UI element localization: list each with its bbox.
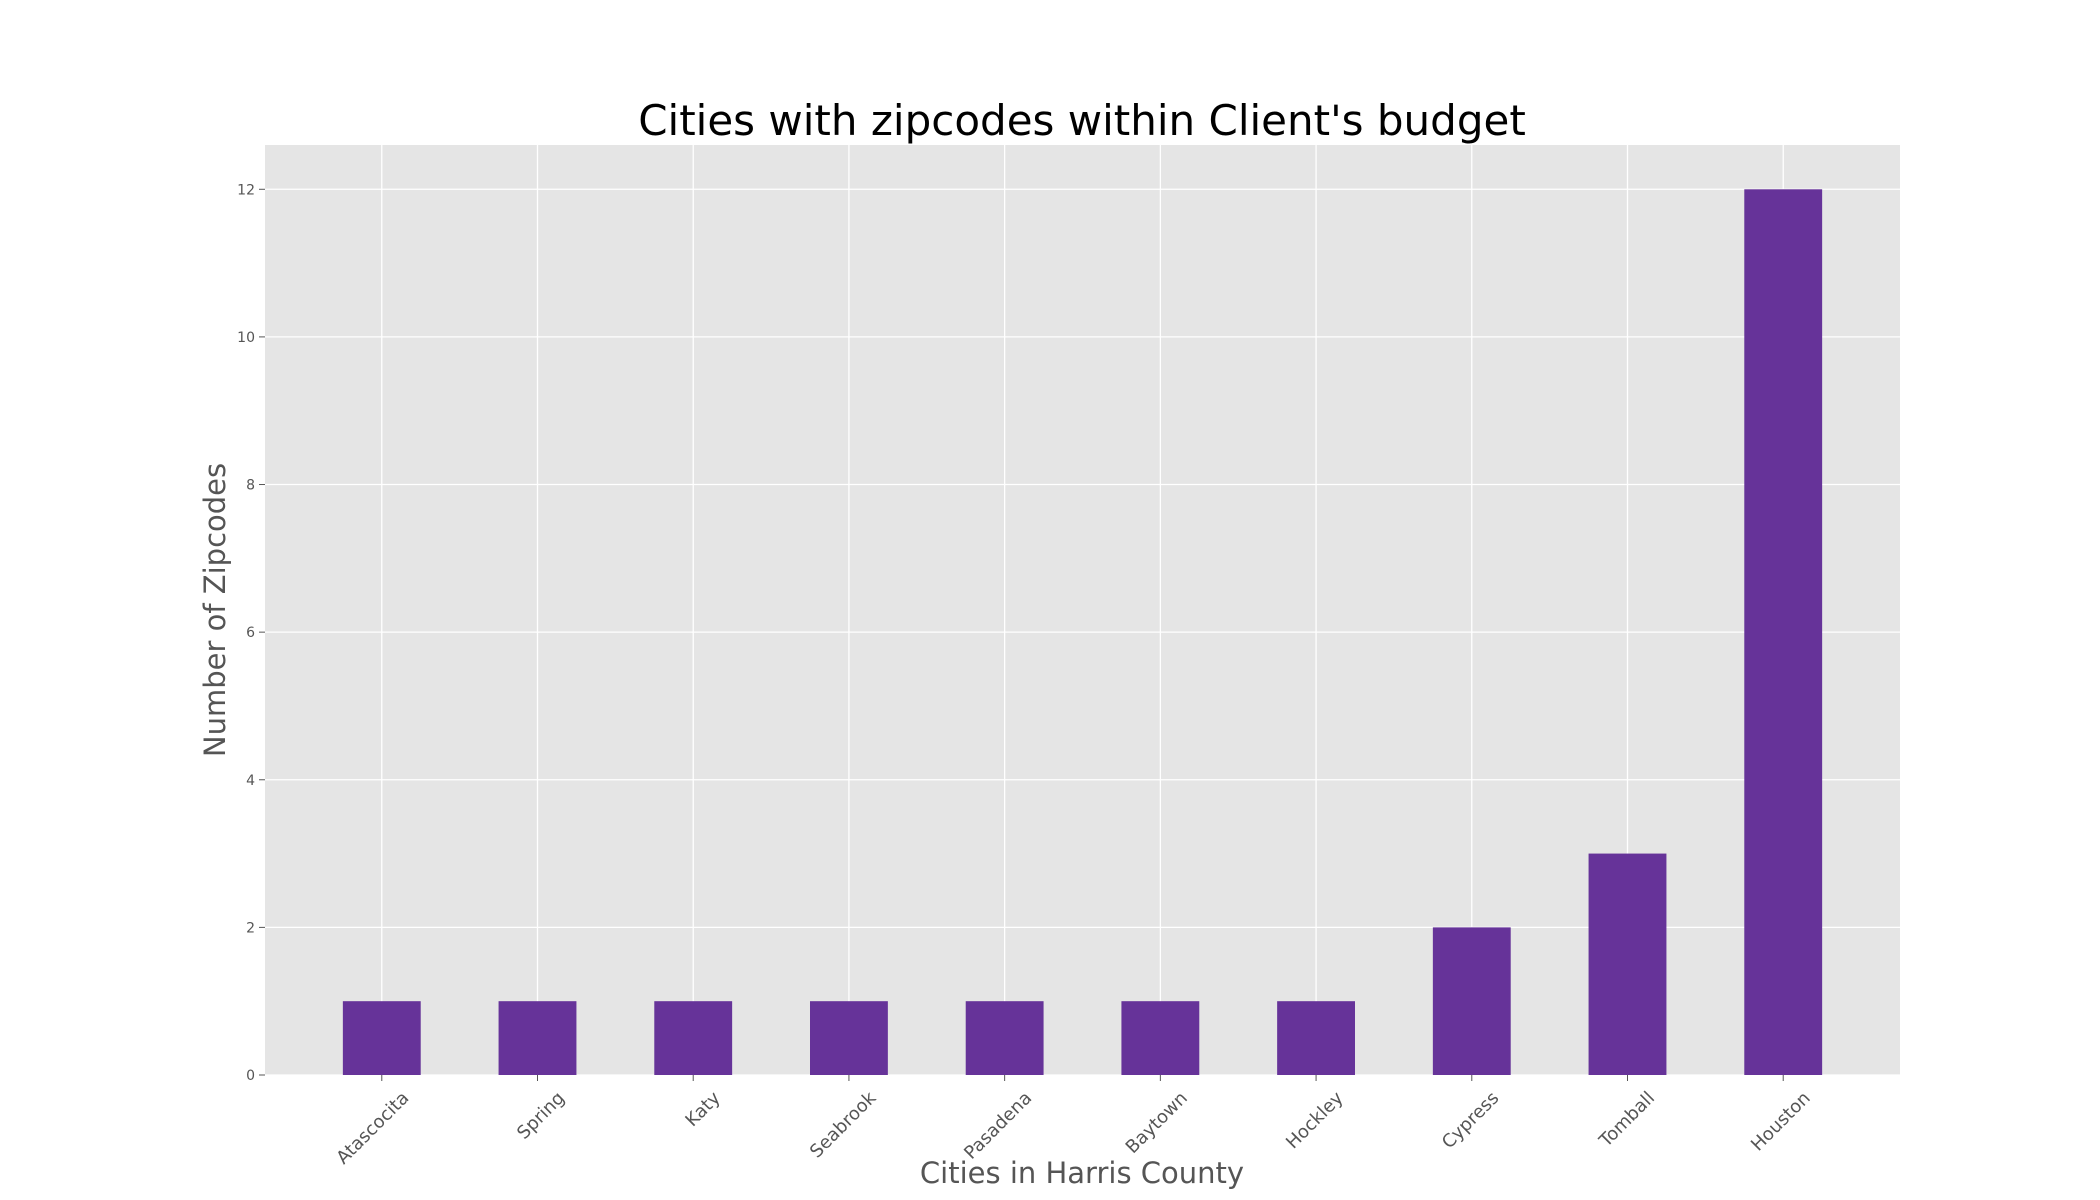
bars: [342, 189, 1823, 1076]
bar-baytown: [1121, 1001, 1200, 1075]
x-axis-label: Cities in Harris County: [920, 1156, 1244, 1190]
x-tick-label: Atascocita: [332, 1088, 413, 1169]
x-tick-label: Baytown: [1122, 1088, 1192, 1158]
bar-cypress: [1432, 927, 1511, 1075]
bar-katy: [654, 1001, 733, 1075]
grid-lines: [265, 145, 1900, 1076]
x-tick-label: Hockley: [1282, 1087, 1348, 1153]
y-tick-label: 6: [246, 625, 255, 641]
y-tick-label: 2: [246, 920, 255, 936]
y-tick-label: 0: [246, 1068, 255, 1084]
y-tick-label: 8: [246, 478, 255, 494]
x-tick-label: Cypress: [1438, 1088, 1503, 1153]
x-tick-label: Tomball: [1595, 1088, 1659, 1152]
x-tick-label: Seabrook: [806, 1087, 881, 1162]
x-tick-label: Pasadena: [960, 1088, 1036, 1164]
bar-seabrook: [810, 1001, 888, 1075]
y-tick-label: 10: [237, 330, 255, 346]
x-tick-label: Katy: [681, 1087, 725, 1131]
y-axis-ticks: 0 2 4 6 8 10 12: [237, 182, 265, 1084]
chart-title: Cities with zipcodes within Client's bud…: [638, 96, 1526, 145]
bar-houston: [1744, 189, 1823, 1076]
x-axis-ticks: Atascocita Spring Katy Seabrook Pasadena Bayt…: [332, 1075, 1815, 1169]
bar-pasadena: [965, 1001, 1044, 1075]
bar-tomball: [1588, 853, 1667, 1075]
y-tick-label: 4: [246, 773, 255, 789]
bar-hockley: [1277, 1001, 1355, 1075]
x-tick-label: Houston: [1747, 1088, 1815, 1156]
y-axis-label: Number of Zipcodes: [198, 463, 232, 757]
bar-spring: [498, 1001, 577, 1075]
x-tick-label: Spring: [513, 1088, 569, 1144]
y-tick-label: 12: [237, 182, 255, 198]
bar-atascocita: [342, 1001, 421, 1075]
